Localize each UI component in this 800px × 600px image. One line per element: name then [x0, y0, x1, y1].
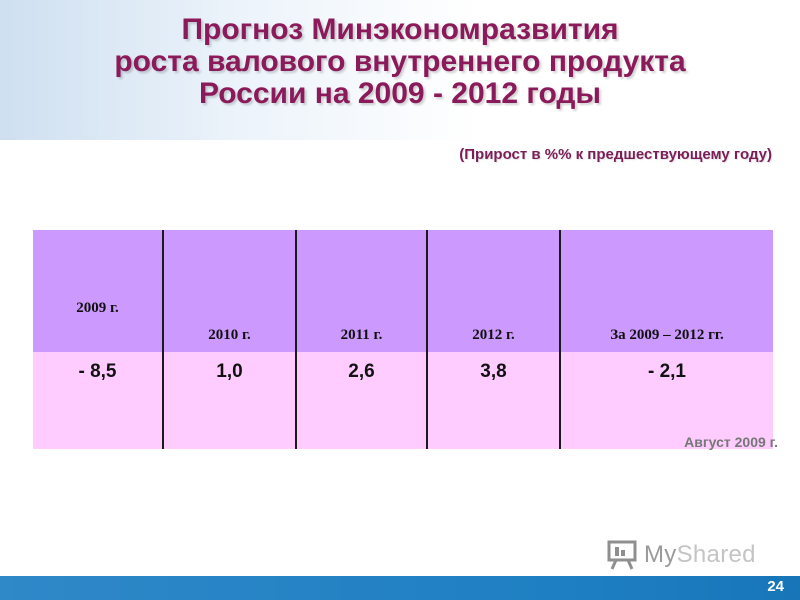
header-cell: 2011 г. [295, 230, 427, 352]
date-note: Август 2009 г. [684, 434, 778, 450]
header-gradient [0, 0, 800, 140]
slide-number: 24 [767, 578, 784, 595]
title-line-3: России на 2009 - 2012 годы [198, 77, 602, 110]
value-cell: - 2,1 [559, 352, 773, 449]
header-cell: За 2009 – 2012 гг. [559, 230, 773, 352]
gdp-forecast-table: 2009 г. 2010 г. 2011 г. 2012 г. За 2009 … [33, 230, 773, 449]
presentation-board-icon [607, 540, 637, 570]
slide-title: Прогноз Минэкономразвития роста валового… [40, 14, 760, 110]
value-cell: 3,8 [426, 352, 560, 449]
value-cell: - 8,5 [33, 352, 163, 449]
watermark-logo: MyShared [606, 537, 756, 573]
watermark-text-my: My [644, 541, 677, 568]
watermark-text-shared: Shared [676, 541, 756, 568]
header-cell: 2012 г. [426, 230, 560, 352]
header-cell: 2009 г. [33, 230, 163, 352]
slide-subtitle: (Прирост в %% к предшествующему году) [459, 146, 772, 163]
title-line-1: Прогноз Минэкономразвития [181, 13, 619, 46]
header-cell: 2010 г. [162, 230, 296, 352]
table-header-row: 2009 г. 2010 г. 2011 г. 2012 г. За 2009 … [33, 230, 773, 352]
value-cell: 2,6 [295, 352, 427, 449]
footer-bar: 24 [0, 576, 800, 600]
table-row: - 8,5 1,0 2,6 3,8 - 2,1 [33, 352, 773, 449]
value-cell: 1,0 [162, 352, 296, 449]
title-line-2: роста валового внутреннего продукта [114, 45, 686, 78]
watermark-text: MyShared [644, 541, 756, 569]
